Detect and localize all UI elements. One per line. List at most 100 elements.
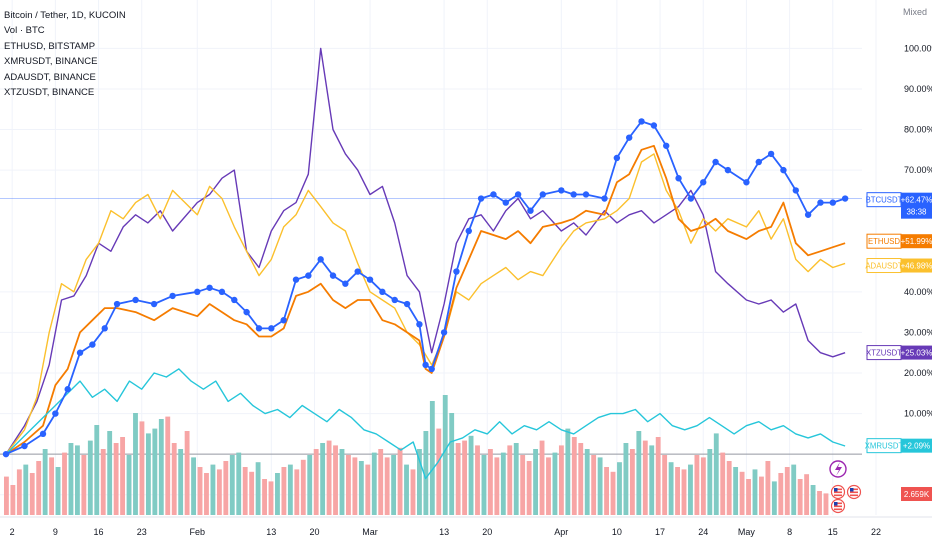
tag-value-label: 2.659K	[904, 490, 930, 499]
price-tag-btcusdt: BTCUSDT+62.47% 38:38	[866, 192, 932, 219]
compare-symbol-label[interactable]: ADAUSDT, BINANCE	[4, 71, 96, 83]
volume-bar	[759, 476, 764, 515]
volume-bar	[68, 443, 74, 515]
time-scale[interactable]: 2 9 16 23 Feb 13 20 Mar 13 20 Apr 10 17 24 May 8 15 22	[0, 516, 932, 537]
tag-symbol-label: ETHUSD	[868, 237, 900, 246]
x-tick-label: 2	[10, 527, 15, 537]
price-tag-adausdt: ADAUSDT+46.98%	[865, 258, 932, 274]
volume-bar	[468, 435, 474, 515]
x-tick-label: 16	[94, 527, 104, 537]
volume-bar	[675, 467, 680, 515]
series-point-btcusdt	[379, 288, 386, 296]
series-point-btcusdt	[218, 288, 226, 296]
series-point-btcusdt	[317, 256, 324, 263]
volume-bar	[133, 413, 138, 515]
volume-bar	[404, 464, 409, 515]
event-icons[interactable]	[829, 460, 862, 514]
volume-bar	[184, 431, 190, 515]
volume-bar	[487, 449, 493, 515]
volume-bar	[436, 428, 442, 515]
compare-symbol-label[interactable]: ETHUSD, BITSTAMP	[4, 40, 96, 52]
compare-symbol-label[interactable]: XMRUSDT, BINANCE	[4, 56, 98, 68]
volume-bar	[126, 455, 132, 515]
tag-value-label: +2.09%	[903, 442, 930, 451]
price-tag-xmrusdt: XMRUSDT +2.09%	[865, 438, 932, 454]
volume-bar	[113, 443, 119, 515]
volume-bar	[210, 464, 216, 515]
volume-bar	[494, 457, 500, 515]
volume-bar	[107, 431, 113, 515]
tag-symbol-label: BTCUSDT	[866, 196, 903, 205]
y-tick-label: 10.00%	[904, 409, 932, 419]
volume-bar	[384, 457, 390, 515]
volume-bar	[526, 461, 532, 515]
volume-bar	[578, 443, 584, 515]
series-point-btcusdt	[440, 329, 448, 336]
compare-symbol-label[interactable]: XTZUSDT, BINANCE	[4, 87, 95, 99]
lightning-icon[interactable]	[829, 460, 847, 478]
volume-bar	[281, 467, 287, 515]
volume-bar	[713, 433, 719, 515]
volume-bar	[294, 469, 300, 515]
volume-bar	[100, 449, 106, 515]
y-tick-label: 80.00%	[904, 125, 932, 135]
x-tick-label: 23	[137, 527, 147, 537]
volume-bar	[442, 395, 448, 515]
volume-bar	[410, 469, 416, 515]
x-tick-label: 13	[439, 527, 449, 537]
x-tick-label: Apr	[554, 527, 568, 537]
flag-us-icon[interactable]	[830, 498, 846, 514]
volume-histogram	[4, 395, 829, 515]
x-tick-label: Feb	[190, 527, 206, 537]
volume-bar	[565, 428, 571, 515]
volume-bar	[55, 467, 61, 515]
series-point-btcusdt	[582, 191, 590, 198]
volume-bar	[500, 452, 506, 515]
x-tick-label: 22	[871, 527, 881, 537]
series-point-btcusdt	[638, 118, 645, 125]
series-point-btcusdt	[150, 300, 158, 308]
series-point-btcusdt	[391, 296, 398, 304]
series-point-btcusdt	[422, 361, 429, 369]
volume-bar	[139, 421, 145, 515]
volume-bar	[120, 437, 126, 515]
series-line-ethusd	[5, 144, 846, 455]
x-tick-label: 20	[482, 527, 492, 537]
volume-bar	[662, 455, 668, 515]
series-point-btcusdt	[514, 191, 522, 198]
series-point-btcusdt	[601, 195, 608, 202]
tag-symbol-label: XMRUSDT	[865, 442, 904, 451]
volume-bar	[391, 455, 397, 515]
series-point-btcusdt	[76, 349, 84, 356]
price-tag-ethusd: ETHUSD +51.99%	[866, 233, 932, 249]
series-point-btcusdt	[89, 341, 96, 348]
volume-bar	[784, 467, 790, 515]
flag-us-icon[interactable]	[830, 484, 846, 500]
series-point-btcusdt	[465, 227, 472, 235]
x-tick-label: 13	[266, 527, 276, 537]
volume-bar	[546, 457, 551, 515]
scale-mode-label[interactable]: Mixed	[903, 7, 928, 17]
series-point-btcusdt	[829, 199, 837, 206]
volume-bar	[352, 457, 358, 515]
volume-bar	[229, 455, 235, 515]
volume-bar	[216, 469, 222, 515]
volume-value-tag: 2.659K	[901, 487, 932, 501]
volume-bar	[275, 473, 280, 515]
volume-bar	[462, 440, 468, 515]
main-symbol-title[interactable]: Bitcoin / Tether, 1D, KUCOIN	[4, 10, 126, 21]
volume-bar	[371, 452, 377, 515]
volume-bar	[649, 445, 655, 515]
y-tick-label: 70.00%	[904, 165, 932, 175]
series-point-btcusdt	[663, 142, 670, 149]
series-point-btcusdt	[687, 195, 695, 202]
volume-indicator-label[interactable]: Vol · BTC	[4, 25, 45, 37]
volume-bar	[539, 440, 545, 515]
flag-us-icon[interactable]	[846, 484, 862, 500]
volume-bar	[287, 464, 293, 515]
series-point-btcusdt	[52, 410, 59, 417]
compare-series	[2, 47, 849, 480]
tag-value-box	[901, 487, 932, 501]
series-point-btcusdt	[39, 430, 47, 438]
